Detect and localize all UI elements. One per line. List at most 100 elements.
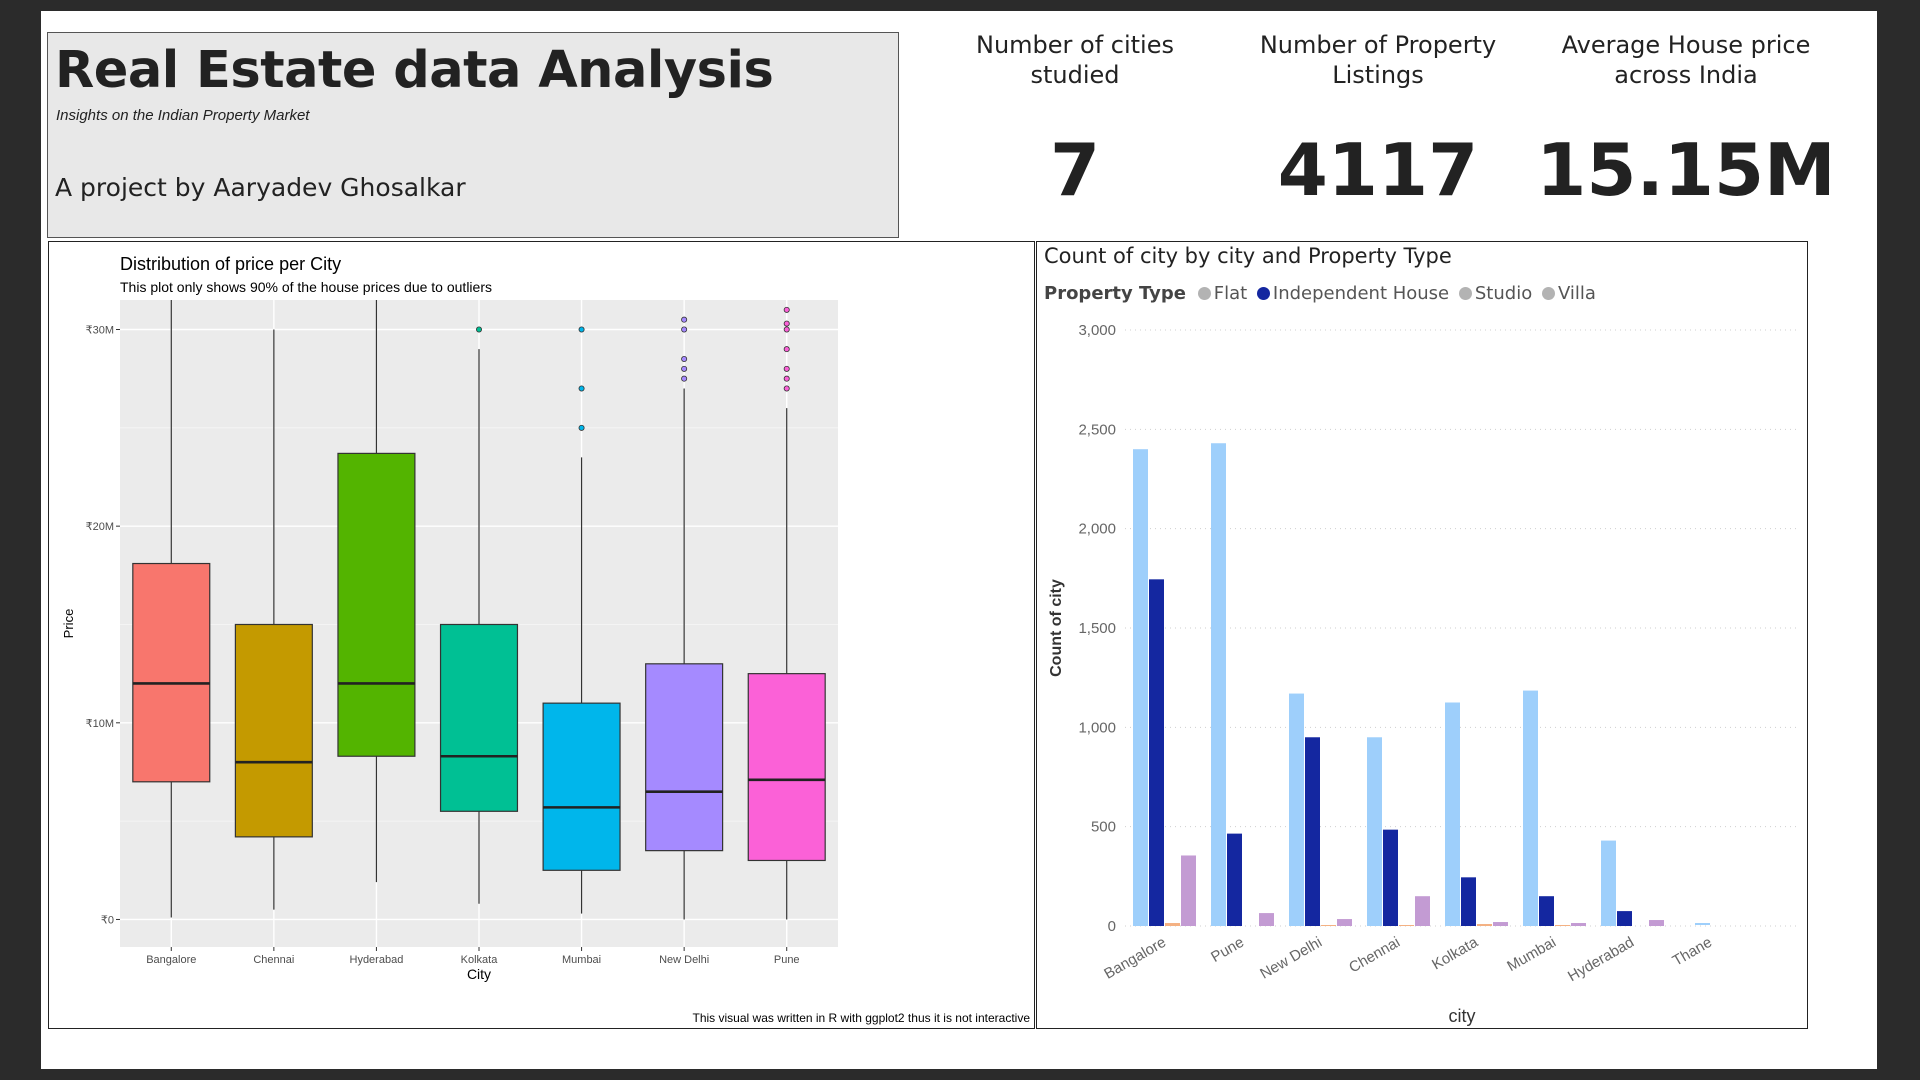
barchart-bar <box>1695 923 1710 926</box>
kpi-listings-card[interactable]: Number of Property Listings 4117 <box>1228 30 1528 208</box>
legend-item-flat[interactable]: Flat <box>1197 283 1247 304</box>
barchart-bar <box>1211 443 1226 926</box>
boxplot-footnote: This visual was written in R with ggplot… <box>693 1011 1031 1025</box>
barchart-x-tick-label: New Delhi <box>1257 934 1325 983</box>
barchart-chart: 0 500 1,000 1,500 2,000 2,500 3,000 Bangalore Pu… <box>1048 322 1799 1026</box>
barchart-bar <box>1649 920 1664 926</box>
barchart-x-tick-label: Pune <box>1208 934 1247 966</box>
barchart-bar <box>1523 690 1538 926</box>
boxplot-x-tick-label: New Delhi <box>659 954 709 966</box>
legend-item-studio[interactable]: Studio <box>1458 283 1532 304</box>
boxplot-outlier-point <box>783 385 790 392</box>
boxplot-y-axis-label: Price <box>61 609 76 639</box>
boxplot-x-tick-label: Bangalore <box>146 954 196 966</box>
legend-item-independent-house[interactable]: Independent House <box>1256 283 1449 304</box>
legend-dot-icon <box>1458 287 1472 300</box>
byline: A project by Aaryadev Ghosalkar <box>55 173 466 202</box>
barchart-bar <box>1321 925 1336 926</box>
legend-dot-icon <box>1541 287 1555 300</box>
boxplot-y-tick-label: ₹10M <box>86 718 114 730</box>
kpi-cities-label: Number of cities studied <box>975 31 1174 89</box>
barchart-y-axis-label: Count of city <box>1048 579 1065 677</box>
barchart-bar <box>1601 840 1616 926</box>
barchart-x-tick-label: Kolkata <box>1429 933 1481 973</box>
barchart-bar <box>1289 693 1304 926</box>
barchart-bar <box>1415 896 1430 926</box>
barchart-bar <box>1259 913 1274 926</box>
boxplot-outlier-point <box>783 365 790 372</box>
boxplot-y-tick-label: ₹30M <box>86 324 114 336</box>
barchart-y-tick-label: 3,000 <box>1078 322 1116 339</box>
barchart-bar <box>1227 833 1242 926</box>
barchart-bar <box>1445 702 1460 926</box>
boxplot-box <box>645 663 724 852</box>
boxplot-y-tick-label: ₹20M <box>86 521 114 533</box>
boxplot-x-axis-label: City <box>467 966 491 982</box>
boxplot-outlier-point <box>578 385 585 392</box>
boxplot-box <box>542 702 621 871</box>
page-title: Real Estate data Analysis <box>55 41 774 100</box>
boxplot-outlier-point <box>578 326 585 333</box>
kpi-avg-price-card[interactable]: Average House price across India 15.15M <box>1536 30 1836 208</box>
legend-dot-icon <box>1197 287 1211 300</box>
boxplot-outlier-point <box>783 375 790 382</box>
boxplot-box <box>234 623 313 838</box>
boxplot-outlier-point <box>578 424 585 431</box>
boxplot-outlier-point <box>681 326 688 333</box>
boxplot-box <box>439 623 519 812</box>
barchart-y-tick-label: 1,500 <box>1078 620 1116 637</box>
kpi-listings-value: 4117 <box>1277 128 1479 212</box>
barchart-bar <box>1493 922 1508 926</box>
boxplot-outlier-point <box>475 326 482 333</box>
page-subtitle: Insights on the Indian Property Market <box>56 107 310 124</box>
boxplot-x-tick-label: Kolkata <box>461 954 499 966</box>
barchart-bar <box>1337 919 1352 926</box>
barchart-bar <box>1383 829 1398 926</box>
boxplot-outlier-point <box>783 320 790 327</box>
barchart-y-tick-label: 2,500 <box>1078 421 1116 438</box>
boxplot-title: Distribution of price per City <box>120 254 341 274</box>
barchart-y-tick-label: 500 <box>1091 819 1116 836</box>
boxplot-chart: Distribution of price per City This plot… <box>61 254 1031 1025</box>
boxplot-outlier-point <box>681 355 688 362</box>
kpi-cities-card[interactable]: Number of cities studied 7 <box>930 30 1220 208</box>
barchart-bar <box>1555 925 1570 926</box>
barchart-bar <box>1181 855 1196 926</box>
barchart-x-tick-label: Bangalore <box>1101 934 1169 983</box>
barchart-bar <box>1133 449 1148 926</box>
boxplot-x-tick-label: Chennai <box>253 954 294 966</box>
kpi-cities-value: 7 <box>1049 128 1101 212</box>
kpi-avg-price-label: Average House price across India <box>1561 31 1811 89</box>
boxplot-outlier-point <box>783 306 790 313</box>
barchart-bar <box>1149 579 1164 926</box>
barchart-panel[interactable]: Count of city by city and Property Type … <box>1036 241 1808 1029</box>
barchart-x-tick-label: Chennai <box>1346 934 1403 977</box>
boxplot-box <box>747 673 826 862</box>
kpi-avg-price-value: 15.15M <box>1536 128 1836 212</box>
boxplot-panel: Distribution of price per City This plot… <box>48 241 1035 1029</box>
title-panel: Real Estate data Analysis Insights on th… <box>47 32 899 238</box>
barchart-x-tick-label: Mumbai <box>1504 934 1559 975</box>
barchart-x-tick-label: Thane <box>1670 934 1715 970</box>
boxplot-outlier-point <box>783 346 790 353</box>
barchart-bar <box>1477 924 1492 926</box>
barchart-legend: Property Type Flat Independent House Stu… <box>1044 283 1600 304</box>
boxplot-outlier-point <box>783 326 790 333</box>
boxplot-x-tick-label: Mumbai <box>562 954 601 966</box>
barchart-bar <box>1399 925 1414 926</box>
barchart-bar <box>1305 737 1320 926</box>
barchart-bar <box>1571 923 1586 926</box>
barchart-bar <box>1461 877 1476 926</box>
barchart-title: Count of city by city and Property Type <box>1044 244 1452 268</box>
barchart-bar <box>1539 896 1554 926</box>
barchart-y-tick-label: 1,000 <box>1078 719 1116 736</box>
boxplot-y-tick-label: ₹0 <box>101 914 114 926</box>
barchart-x-tick-label: Hyderabad <box>1565 934 1637 985</box>
boxplot-subtitle: This plot only shows 90% of the house pr… <box>120 279 492 295</box>
boxplot-x-tick-label: Pune <box>774 954 800 966</box>
barchart-bar <box>1617 911 1632 926</box>
legend-item-villa[interactable]: Villa <box>1541 283 1596 304</box>
boxplot-box <box>337 452 416 757</box>
kpi-listings-label: Number of Property Listings <box>1259 31 1497 89</box>
legend-title: Property Type <box>1044 283 1186 304</box>
